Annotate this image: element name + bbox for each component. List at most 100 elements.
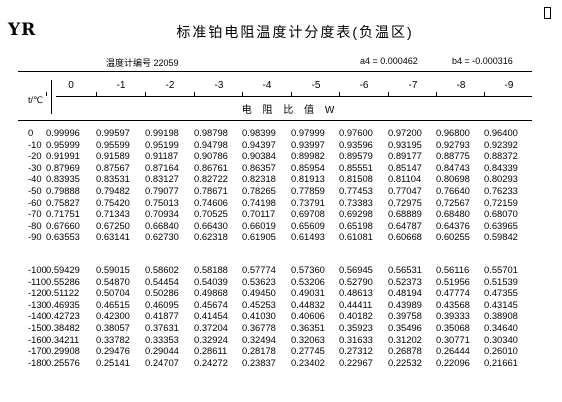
resistance-ratio-cell: 0.48613 xyxy=(339,287,373,299)
resistance-ratio-cell: 0.72159 xyxy=(484,196,518,208)
resistance-ratio-cell: 0.57360 xyxy=(291,264,325,275)
resistance-ratio-cell: 0.85551 xyxy=(339,161,373,173)
resistance-ratio-cell: 0.90786 xyxy=(194,150,228,162)
top-rule xyxy=(18,71,532,72)
resistance-ratio-cell: 0.91589 xyxy=(96,150,130,162)
resistance-ratio-cell: 0.56116 xyxy=(436,264,470,275)
column-header: -7 xyxy=(408,80,418,91)
resistance-ratio-cell: 0.30340 xyxy=(484,333,518,345)
resistance-ratio-cell: 0.94798 xyxy=(194,138,228,150)
resistance-ratio-cell: 0.60255 xyxy=(436,231,470,243)
resistance-ratio-cell: 0.95599 xyxy=(96,138,130,150)
axis-divider xyxy=(51,80,52,114)
coefficient-a4: a4 = 0.000462 xyxy=(360,56,418,66)
resistance-ratio-cell: 0.50704 xyxy=(96,287,130,299)
resistance-ratio-cell: 0.38482 xyxy=(46,322,80,333)
resistance-ratio-cell: 0.68480 xyxy=(436,208,470,220)
resistance-ratio-cell: 0.50286 xyxy=(145,287,179,299)
temperature-cell: -20 xyxy=(28,150,42,162)
resistance-ratio-cell: 0.22532 xyxy=(388,356,422,368)
resistance-ratio-cell: 0.51956 xyxy=(436,275,470,287)
resistance-ratio-cell: 0.21661 xyxy=(484,356,518,368)
resistance-ratio-cell: 0.86761 xyxy=(194,161,228,173)
resistance-ratio-cell: 0.78265 xyxy=(242,185,276,196)
resistance-ratio-cell: 0.97999 xyxy=(291,127,325,138)
resistance-ratio-cell: 0.35496 xyxy=(388,322,422,333)
resistance-ratio-cell: 0.84743 xyxy=(436,161,470,173)
resistance-ratio-cell: 0.90384 xyxy=(242,150,276,162)
resistance-ratio-cell: 0.91991 xyxy=(46,150,80,162)
resistance-ratio-cell: 0.32924 xyxy=(194,333,228,345)
resistance-ratio-cell: 0.47774 xyxy=(436,287,470,299)
resistance-ratio-cell: 0.84339 xyxy=(484,161,518,173)
resistance-ratio-cell: 0.68889 xyxy=(388,208,422,220)
temperature-cell: -130 xyxy=(28,298,47,310)
resistance-ratio-cell: 0.67250 xyxy=(96,219,130,231)
resistance-ratio-cell: 0.30771 xyxy=(436,333,470,345)
column-tick xyxy=(96,92,97,96)
resistance-ratio-cell: 0.39758 xyxy=(388,310,422,322)
resistance-ratio-cell: 0.93596 xyxy=(339,138,373,150)
resistance-ratio-cell: 0.28178 xyxy=(242,345,276,357)
resistance-ratio-cell: 0.73791 xyxy=(291,196,325,208)
temp-axis-label: t/℃ xyxy=(28,95,44,105)
resistance-ratio-cell: 0.98798 xyxy=(194,127,228,138)
thermometer-number: 温度计编号 22059 xyxy=(106,58,179,68)
resistance-ratio-cell: 0.68070 xyxy=(484,208,518,220)
column-tick xyxy=(242,92,243,96)
resistance-ratio-cell: 0.36351 xyxy=(291,322,325,333)
resistance-ratio-cell: 0.99996 xyxy=(46,127,80,138)
resistance-ratio-cell: 0.76233 xyxy=(484,185,518,196)
resistance-ratio-cell: 0.55701 xyxy=(484,264,518,275)
column-tick xyxy=(46,92,47,96)
resistance-ratio-cell: 0.82318 xyxy=(242,173,276,185)
resistance-ratio-cell: 0.69708 xyxy=(291,208,325,220)
resistance-ratio-cell: 0.24272 xyxy=(194,356,228,368)
resistance-ratio-cell: 0.46095 xyxy=(145,298,179,310)
resistance-ratio-cell: 0.95199 xyxy=(145,138,179,150)
resistance-ratio-cell: 0.35923 xyxy=(339,322,373,333)
resistance-ratio-cell: 0.69298 xyxy=(339,208,373,220)
resistance-ratio-cell: 0.25576 xyxy=(46,356,80,368)
resistance-ratio-cell: 0.61905 xyxy=(242,231,276,243)
resistance-ratio-cell: 0.44411 xyxy=(339,298,373,310)
resistance-ratio-cell: 0.77453 xyxy=(339,185,373,196)
temperature-cell: -80 xyxy=(28,219,42,231)
resistance-ratio-cell: 0.54870 xyxy=(96,275,130,287)
resistance-ratio-cell: 0.35068 xyxy=(436,322,470,333)
column-header: -3 xyxy=(214,80,224,91)
column-tick xyxy=(291,92,292,96)
temperature-cell: -120 xyxy=(28,287,47,299)
temperature-cell: -30 xyxy=(28,161,42,173)
resistance-ratio-cell: 0.99597 xyxy=(96,127,130,138)
resistance-ratio-cell: 0.85147 xyxy=(388,161,422,173)
brand-text: YR xyxy=(7,20,36,38)
resistance-ratio-cell: 0.26878 xyxy=(388,345,422,357)
resistance-ratio-cell: 0.34211 xyxy=(46,333,80,345)
column-tick xyxy=(194,92,195,96)
column-tick xyxy=(484,92,485,96)
resistance-ratio-cell: 0.92392 xyxy=(484,138,518,150)
resistance-ratio-cell: 0.96400 xyxy=(484,127,518,138)
resistance-ratio-cell: 0.88775 xyxy=(436,150,470,162)
resistance-ratio-cell: 0.38057 xyxy=(96,322,130,333)
resistance-ratio-cell: 0.88372 xyxy=(484,150,518,162)
resistance-ratio-cell: 0.32063 xyxy=(291,333,325,345)
resistance-ratio-cell: 0.34640 xyxy=(484,322,518,333)
resistance-ratio-cell: 0.59842 xyxy=(484,231,518,243)
resistance-ratio-cell: 0.70117 xyxy=(242,208,276,220)
resistance-ratio-cell: 0.83935 xyxy=(46,173,80,185)
resistance-ratio-cell: 0.46515 xyxy=(96,298,130,310)
resistance-ratio-cell: 0.23837 xyxy=(242,356,276,368)
resistance-ratio-cell: 0.40606 xyxy=(291,310,325,322)
resistance-ratio-cell: 0.70934 xyxy=(145,208,179,220)
temperature-cell: -150 xyxy=(28,322,47,333)
temperature-cell: -90 xyxy=(28,231,42,243)
resistance-ratio-cell: 0.62730 xyxy=(145,231,179,243)
resistance-ratio-cell: 0.32494 xyxy=(242,333,276,345)
resistance-ratio-cell: 0.38908 xyxy=(484,310,518,322)
resistance-ratio-cell: 0.39333 xyxy=(436,310,470,322)
column-header: -4 xyxy=(262,80,272,91)
resistance-ratio-cell: 0.41454 xyxy=(194,310,228,322)
yr-logo: YR xyxy=(7,20,36,38)
